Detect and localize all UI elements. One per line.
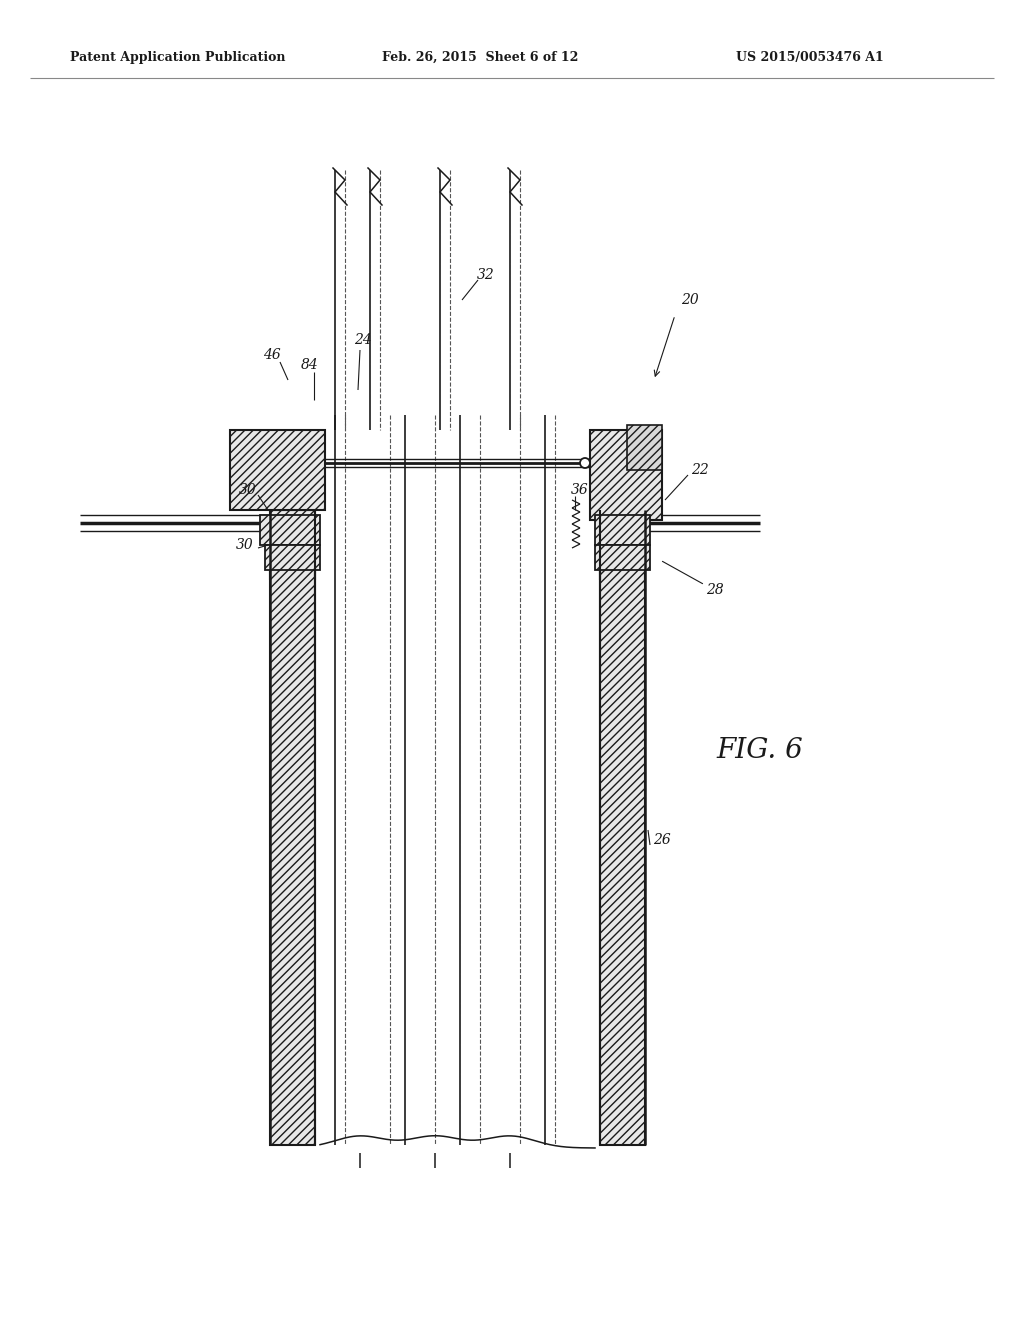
Text: US 2015/0053476 A1: US 2015/0053476 A1 [736, 50, 884, 63]
Bar [600, 510, 645, 1144]
Text: FIG. 6: FIG. 6 [717, 737, 804, 763]
Text: Patent Application Publication: Patent Application Publication [71, 50, 286, 63]
Text: 20: 20 [681, 293, 698, 308]
Text: 30: 30 [237, 539, 254, 552]
Text: 84: 84 [301, 358, 318, 372]
Text: 26: 26 [653, 833, 671, 847]
Bar [230, 430, 325, 510]
Circle shape [580, 458, 590, 469]
Text: Feb. 26, 2015  Sheet 6 of 12: Feb. 26, 2015 Sheet 6 of 12 [382, 50, 579, 63]
Text: 32: 32 [477, 268, 495, 282]
Bar [265, 545, 319, 570]
Bar [590, 430, 662, 520]
Bar [595, 515, 650, 545]
Bar [260, 515, 319, 545]
Text: 30: 30 [240, 483, 257, 498]
Bar [595, 545, 650, 570]
Text: 22: 22 [691, 463, 709, 477]
Text: 28: 28 [707, 583, 724, 597]
Bar [270, 510, 315, 1144]
Text: 24: 24 [354, 333, 372, 347]
Bar [627, 425, 662, 470]
Text: 46: 46 [263, 348, 281, 362]
Text: 36: 36 [571, 483, 589, 498]
